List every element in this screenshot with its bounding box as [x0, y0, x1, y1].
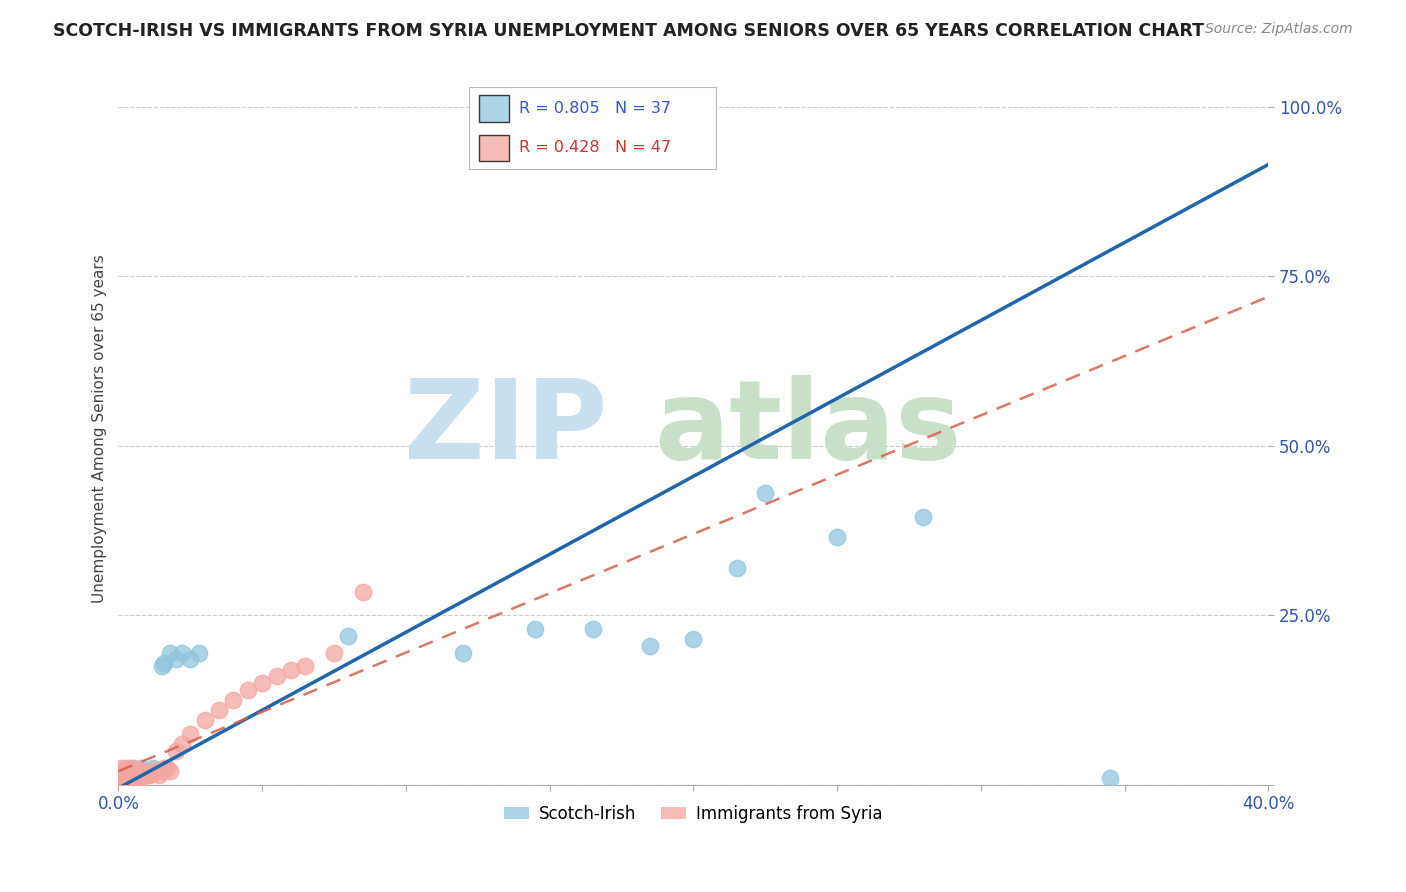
- Point: [110, 767, 132, 781]
- Point: [118, 767, 141, 781]
- Point: [121, 767, 143, 781]
- Point: [121, 764, 143, 779]
- Point: [118, 761, 141, 775]
- Point: [128, 771, 150, 785]
- Point: [112, 764, 135, 779]
- Point: [121, 771, 143, 785]
- Point: [110, 771, 132, 785]
- Point: [194, 714, 217, 728]
- Point: [121, 761, 143, 775]
- Point: [280, 663, 302, 677]
- Point: [115, 764, 138, 779]
- Point: [145, 764, 167, 779]
- Point: [121, 771, 143, 785]
- Point: [825, 530, 848, 544]
- Point: [187, 646, 209, 660]
- Point: [159, 646, 181, 660]
- Point: [352, 584, 374, 599]
- Point: [125, 764, 148, 779]
- Point: [125, 771, 148, 785]
- Point: [134, 767, 156, 781]
- Point: [912, 510, 935, 524]
- Point: [128, 764, 150, 779]
- Point: [142, 761, 165, 775]
- Text: atlas: atlas: [655, 376, 962, 483]
- Point: [118, 764, 141, 779]
- Point: [150, 659, 173, 673]
- Point: [108, 771, 131, 785]
- Point: [115, 771, 138, 785]
- Point: [148, 767, 170, 781]
- Point: [150, 764, 173, 779]
- Legend: Scotch-Irish, Immigrants from Syria: Scotch-Irish, Immigrants from Syria: [498, 798, 890, 830]
- Point: [170, 737, 193, 751]
- Point: [128, 764, 150, 779]
- Point: [110, 764, 132, 779]
- Text: Source: ZipAtlas.com: Source: ZipAtlas.com: [1205, 22, 1353, 37]
- Point: [110, 761, 132, 775]
- Point: [112, 767, 135, 781]
- Point: [131, 764, 153, 779]
- Point: [142, 764, 165, 779]
- Point: [131, 771, 153, 785]
- Point: [153, 761, 176, 775]
- Point: [165, 744, 187, 758]
- Text: SCOTCH-IRISH VS IMMIGRANTS FROM SYRIA UNEMPLOYMENT AMONG SENIORS OVER 65 YEARS C: SCOTCH-IRISH VS IMMIGRANTS FROM SYRIA UN…: [53, 22, 1205, 40]
- Point: [139, 764, 162, 779]
- Point: [725, 561, 748, 575]
- Point: [110, 767, 132, 781]
- Point: [682, 632, 704, 646]
- Point: [112, 764, 135, 779]
- Point: [208, 703, 231, 717]
- Point: [170, 646, 193, 660]
- Point: [179, 727, 201, 741]
- Point: [115, 767, 138, 781]
- Point: [131, 761, 153, 775]
- Point: [266, 669, 288, 683]
- Point: [118, 767, 141, 781]
- Text: ZIP: ZIP: [404, 376, 607, 483]
- Point: [134, 767, 156, 781]
- Point: [110, 771, 132, 785]
- Point: [115, 767, 138, 781]
- Point: [179, 652, 201, 666]
- Point: [582, 622, 605, 636]
- Point: [139, 767, 162, 781]
- Point: [136, 764, 159, 779]
- Point: [125, 764, 148, 779]
- Point: [222, 693, 245, 707]
- Point: [153, 656, 176, 670]
- Point: [250, 676, 273, 690]
- Point: [294, 659, 316, 673]
- Point: [136, 767, 159, 781]
- Point: [115, 761, 138, 775]
- Point: [165, 652, 187, 666]
- Point: [453, 646, 475, 660]
- Point: [1099, 771, 1122, 785]
- Point: [156, 761, 179, 775]
- Point: [125, 767, 148, 781]
- Point: [112, 771, 135, 785]
- Point: [640, 639, 662, 653]
- Y-axis label: Unemployment Among Seniors over 65 years: Unemployment Among Seniors over 65 years: [93, 254, 107, 603]
- Point: [323, 646, 346, 660]
- Point: [115, 764, 138, 779]
- Point: [159, 764, 181, 779]
- Point: [131, 767, 153, 781]
- Point: [118, 771, 141, 785]
- Point: [524, 622, 547, 636]
- Point: [236, 682, 259, 697]
- Point: [337, 629, 360, 643]
- Point: [754, 486, 776, 500]
- Point: [112, 771, 135, 785]
